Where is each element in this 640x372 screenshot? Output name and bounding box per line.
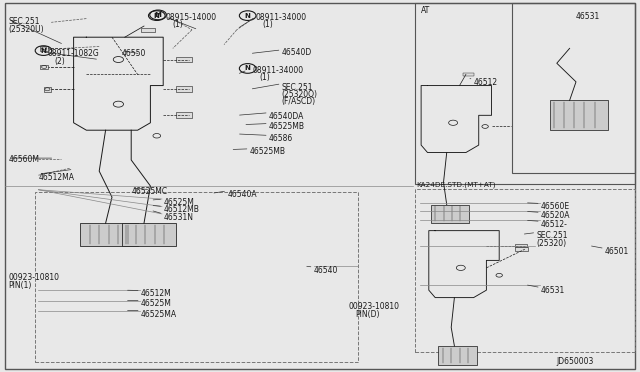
Text: SEC.251: SEC.251 [8,17,40,26]
Bar [415,3,635,184]
Text: 46540D: 46540D [282,48,312,57]
Text: JD650003: JD650003 [557,357,594,366]
Bar [141,28,155,32]
Polygon shape [80,223,138,246]
Text: 46531N: 46531N [163,213,193,222]
Text: 46512MA: 46512MA [38,173,74,182]
Bar [515,244,527,247]
Text: 46525MC: 46525MC [131,187,167,196]
Text: 46512MB: 46512MB [163,205,199,214]
Text: 46540: 46540 [314,266,338,275]
Text: 08911-34000: 08911-34000 [253,66,304,75]
Bar [512,3,635,173]
Bar [463,73,474,76]
Text: 46560M: 46560M [8,155,39,164]
Text: 46512-: 46512- [541,220,568,229]
Text: PIN(D): PIN(D) [355,310,380,318]
Text: 46520A: 46520A [541,211,570,220]
Text: (F/ASCD): (F/ASCD) [282,97,316,106]
Text: 46531: 46531 [541,286,565,295]
Text: 08911-34000: 08911-34000 [256,13,307,22]
Bar [515,247,528,251]
Bar [40,65,48,69]
Text: 08911-1082G: 08911-1082G [48,49,100,58]
Text: (25320): (25320) [536,239,566,248]
Text: M: M [155,12,161,18]
Bar [415,189,635,352]
Text: (2): (2) [54,57,65,65]
Polygon shape [122,223,176,246]
Text: (1): (1) [173,20,184,29]
Bar [44,87,51,92]
Text: 00923-10810: 00923-10810 [349,302,400,311]
Text: 46586: 46586 [269,134,293,143]
Text: 46525M: 46525M [163,198,194,207]
Text: SEC.251: SEC.251 [282,83,313,92]
Polygon shape [438,346,477,365]
Text: KA24DE.STD.(MT+AT): KA24DE.STD.(MT+AT) [416,182,495,188]
Text: (1): (1) [262,20,273,29]
Bar [176,86,192,92]
Text: 46550: 46550 [122,49,146,58]
Text: 00923-10810: 00923-10810 [8,273,60,282]
Text: (25320Q): (25320Q) [282,90,317,99]
Polygon shape [431,205,469,223]
Text: 46540A: 46540A [227,190,257,199]
Bar [40,46,48,51]
Text: N: N [244,13,251,19]
Text: N: N [244,65,251,71]
Text: 46525M: 46525M [141,299,172,308]
Bar [176,57,192,62]
Text: N: N [154,13,160,19]
Text: PIN(1): PIN(1) [8,281,32,290]
Text: 46525MB: 46525MB [250,147,285,156]
Text: 46525MB: 46525MB [269,122,305,131]
Text: 46501: 46501 [605,247,629,256]
Text: 46525MA: 46525MA [141,310,177,318]
Text: 46531: 46531 [576,12,600,21]
Bar [35,192,358,362]
Text: (25320U): (25320U) [8,25,44,34]
Text: N: N [40,48,47,54]
Text: (1): (1) [259,73,270,82]
Text: AT: AT [421,6,430,15]
Polygon shape [550,100,608,130]
Text: 08915-14000: 08915-14000 [165,13,216,22]
Text: SEC.251: SEC.251 [536,231,568,240]
Bar [176,112,192,118]
Text: 46512: 46512 [474,78,498,87]
Text: 46540DA: 46540DA [269,112,304,121]
Text: 46560E: 46560E [541,202,570,211]
Text: 46512M: 46512M [141,289,172,298]
